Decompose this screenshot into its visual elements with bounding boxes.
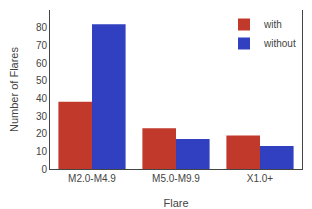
- svg-text:M5.0-M9.9: M5.0-M9.9: [152, 173, 200, 184]
- svg-text:0: 0: [41, 164, 47, 175]
- svg-text:with: with: [263, 19, 282, 30]
- svg-text:20: 20: [36, 128, 48, 139]
- svg-text:80: 80: [36, 22, 48, 33]
- svg-text:70: 70: [36, 40, 48, 51]
- svg-text:Flare: Flare: [163, 197, 188, 209]
- svg-text:10: 10: [36, 146, 48, 157]
- svg-text:Number of Flares: Number of Flares: [8, 47, 20, 132]
- svg-text:X1.0+: X1.0+: [247, 173, 274, 184]
- svg-text:30: 30: [36, 111, 48, 122]
- svg-text:50: 50: [36, 75, 48, 86]
- svg-text:M2.0-M4.9: M2.0-M4.9: [68, 173, 116, 184]
- svg-text:60: 60: [36, 58, 48, 69]
- svg-text:without: without: [263, 38, 296, 49]
- svg-text:40: 40: [36, 93, 48, 104]
